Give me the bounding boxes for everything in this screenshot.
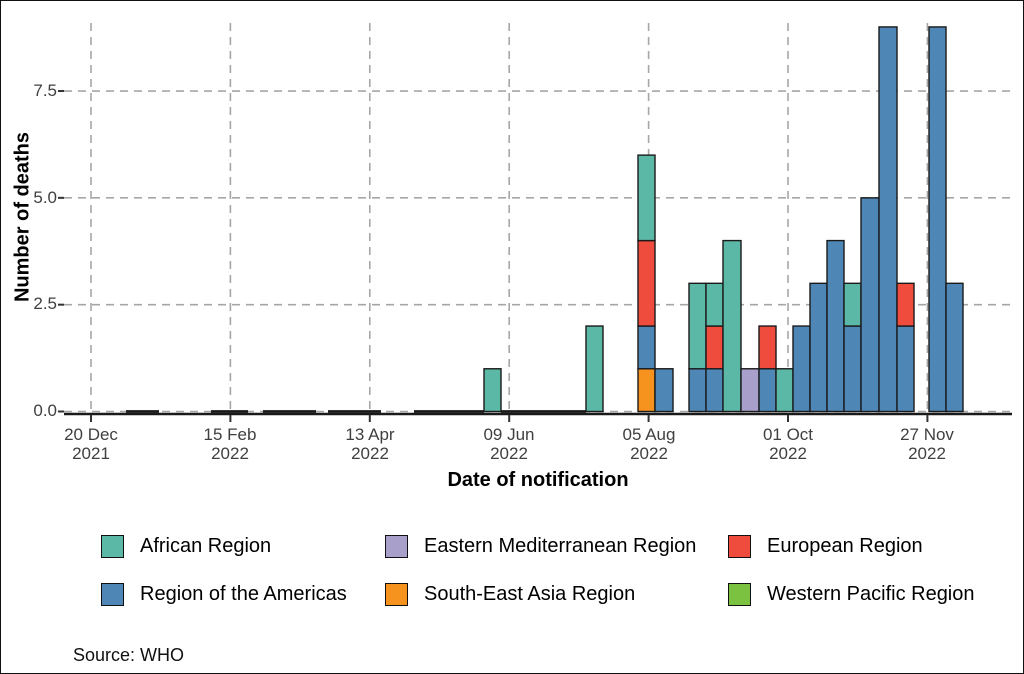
bar-segment — [896, 325, 915, 413]
legend-label: Western Pacific Region — [767, 583, 975, 605]
bar-segment — [945, 282, 964, 413]
bar-segment — [758, 368, 777, 413]
bar-segment — [705, 325, 724, 370]
bar-segment — [483, 368, 502, 413]
source-note: Source: WHO — [73, 645, 185, 665]
x-tick-20dec: 20 Dec 2021 — [64, 425, 118, 463]
bar-segment — [688, 368, 707, 413]
bar-segment — [585, 325, 604, 413]
bar-segment — [688, 282, 707, 370]
bar-segment — [740, 368, 760, 413]
european-region-swatch — [728, 535, 751, 558]
bar-segment — [878, 26, 898, 413]
x-tick-09jun: 09 Jun 2022 — [483, 425, 535, 463]
region-of-the-americas-swatch — [101, 583, 124, 606]
legend-label: South-East Asia Region — [424, 583, 636, 605]
legend-label: Eastern Mediterranean Region — [424, 535, 697, 557]
x-axis-title: Date of notification — [447, 469, 629, 491]
y-tick-7_5: 7.5 — [33, 81, 57, 100]
y-tick-0: 0.0 — [33, 401, 57, 420]
bar-segment — [758, 325, 777, 370]
bar-segment — [705, 282, 724, 327]
bar-segment — [896, 282, 915, 327]
bar-segment — [860, 197, 880, 413]
bar-segment — [637, 154, 656, 242]
x-tick-15feb: 15 Feb 2022 — [203, 425, 257, 463]
western-pacific-region-swatch — [728, 583, 751, 606]
x-tick-01oct: 01 Oct 2022 — [762, 425, 814, 463]
x-tick-05aug: 05 Aug 2022 — [622, 425, 676, 463]
south-east-asia-region-swatch — [385, 583, 408, 606]
bar-segment — [722, 239, 742, 413]
y-tick-2_5: 2.5 — [33, 294, 57, 313]
bar-segment — [843, 282, 862, 327]
legend-label: African Region — [140, 535, 272, 557]
bar-segment — [826, 239, 845, 413]
x-tick-27nov: 27 Nov 2022 — [900, 425, 954, 463]
bar-segment — [654, 368, 674, 413]
bar-segment — [843, 325, 862, 413]
bar-segment — [637, 325, 656, 370]
y-axis-title: Number of deaths — [11, 131, 34, 303]
bar-segment — [637, 368, 656, 413]
bar-segment — [792, 325, 811, 413]
x-tick-13apr: 13 Apr 2022 — [345, 425, 395, 463]
legend-label: European Region — [767, 535, 923, 557]
bar-segment — [705, 368, 724, 413]
legend-label: Region of the Americas — [140, 583, 347, 605]
bar-segment — [637, 239, 656, 327]
eastern-mediterranean-region-swatch — [385, 535, 408, 558]
bar-segment — [928, 26, 947, 413]
bar-segment — [775, 368, 794, 413]
bar-segment — [809, 282, 828, 413]
y-tick-5_0: 5.0 — [33, 188, 57, 207]
african-region-swatch — [101, 535, 124, 558]
plot-area — [58, 23, 1012, 422]
